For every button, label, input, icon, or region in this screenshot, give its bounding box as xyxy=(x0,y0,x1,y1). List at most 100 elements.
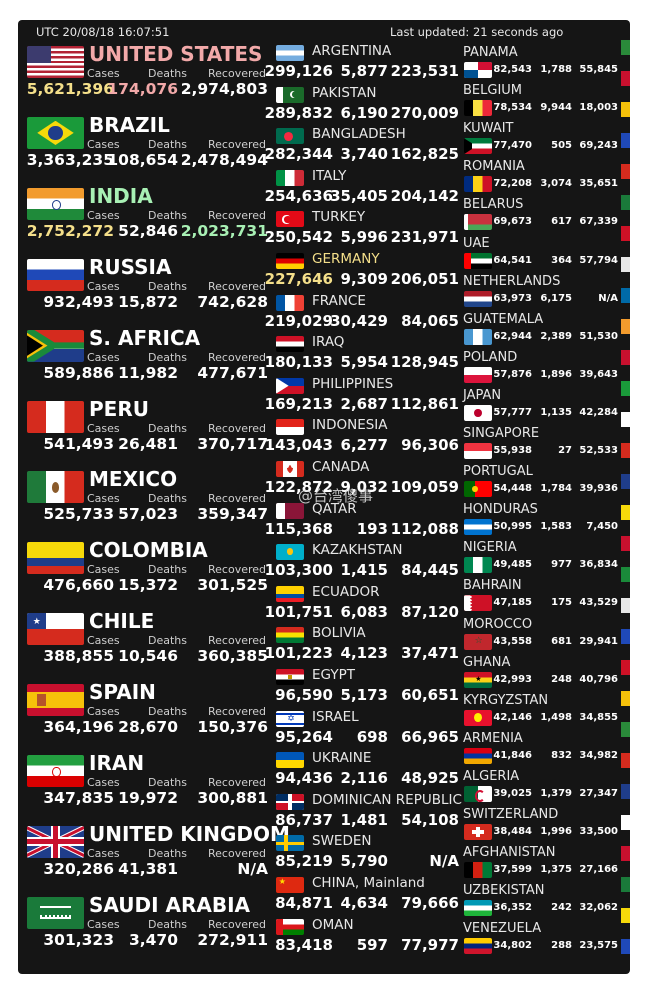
country-row: PORTUGAL 54,448 1,784 39,936 xyxy=(18,464,618,500)
flag-icon xyxy=(276,377,304,394)
country-row: BAHRAIN 47,185 175 43,529 xyxy=(18,578,618,614)
recovered-label: Recovered xyxy=(208,705,267,719)
recovered-value: 206,051 xyxy=(390,270,459,288)
deaths-value: 10,546 xyxy=(118,647,178,666)
flag-icon xyxy=(464,214,492,231)
flag-icon xyxy=(276,45,304,61)
country-row: PAKISTAN 289,832 6,190 270,009 xyxy=(18,85,459,125)
cases-value: 86,737 xyxy=(275,810,333,829)
country-name: PHILIPPINES xyxy=(312,375,394,392)
country-name: IRAQ xyxy=(312,334,345,351)
deaths-label: Deaths xyxy=(148,705,187,719)
country-name: CANADA xyxy=(312,459,370,475)
deaths-value: 832 xyxy=(551,749,572,761)
deaths-label: Deaths xyxy=(148,137,187,151)
recovered-label: Recovered xyxy=(208,492,267,506)
recovered-value: 43,529 xyxy=(579,597,618,609)
flag-icon xyxy=(464,404,492,421)
deaths-value: 1,498 xyxy=(540,711,572,723)
country-row: PERU Cases Deaths Recovered 541,493 26,481 370… xyxy=(18,397,278,467)
cases-value: 122,872 xyxy=(264,478,333,496)
flag-icon xyxy=(464,176,492,193)
country-row: PHILIPPINES 169,213 2,687 112,861 xyxy=(18,375,459,416)
recovered-label: Recovered xyxy=(208,208,267,222)
deaths-value: 30,429 xyxy=(330,311,388,330)
recovered-value: 204,142 xyxy=(390,186,459,205)
country-name: CHINA, Mainland xyxy=(312,875,425,891)
flag-icon xyxy=(621,939,630,954)
country-row: IRAN Cases Deaths Recovered 347,835 19,972 300… xyxy=(18,751,278,821)
recovered-value: 77,977 xyxy=(401,935,459,954)
flag-icon xyxy=(464,366,492,383)
flag-icon xyxy=(621,660,630,675)
cases-label: Cases xyxy=(87,634,120,648)
country-name: ALGERIA xyxy=(463,768,520,784)
flag-icon: ★ xyxy=(464,671,492,688)
country-row: S. AFRICA Cases Deaths Recovered 589,886 11,9… xyxy=(18,326,278,396)
recovered-value: 112,088 xyxy=(390,519,459,538)
flag-icon xyxy=(621,412,630,427)
cases-value: 476,660 xyxy=(43,576,114,595)
recovered-value: 96,306 xyxy=(401,436,459,455)
flag-icon xyxy=(621,226,630,241)
flag-icon xyxy=(276,835,304,852)
cases-value: 301,323 xyxy=(43,930,114,949)
flag-icon xyxy=(276,169,304,186)
deaths-value: 41,381 xyxy=(118,859,178,878)
deaths-value: 1,135 xyxy=(540,406,572,418)
flag-icon xyxy=(276,752,304,769)
recovered-value: 29,941 xyxy=(579,635,618,647)
flag-icon xyxy=(27,400,84,433)
deaths-value: 15,372 xyxy=(118,576,178,595)
cases-value: 103,300 xyxy=(264,561,333,580)
flag-icon xyxy=(276,627,304,644)
recovered-value: 39,936 xyxy=(579,483,618,495)
country-name: FRANCE xyxy=(312,292,366,309)
recovered-value: 69,243 xyxy=(579,140,618,152)
recovered-value: 2,023,731 xyxy=(180,221,268,240)
recovered-label: Recovered xyxy=(208,279,267,293)
cases-label: Cases xyxy=(87,846,120,860)
country-name: GHANA xyxy=(463,654,511,670)
flag-icon xyxy=(464,100,492,117)
flag-icon xyxy=(464,900,492,917)
country-row: UZBEKISTAN 36,352 242 32,062 xyxy=(18,883,618,919)
country-name: ECUADOR xyxy=(312,583,380,600)
deaths-label: Deaths xyxy=(148,67,187,80)
country-name: BRAZIL xyxy=(89,112,170,137)
country-row: ITALY 254,636 35,405 204,142 xyxy=(18,168,459,208)
flag-icon xyxy=(621,164,630,179)
cases-value: 63,973 xyxy=(493,292,532,304)
deaths-value: 597 xyxy=(356,935,388,954)
recovered-label: Recovered xyxy=(208,421,267,435)
country-row: UNITED STATES Cases Deaths Recovered 5,621,3… xyxy=(18,42,278,112)
country-row: ARGENTINA 299,126 5,877 223,531 xyxy=(18,43,459,83)
cases-value: 250,542 xyxy=(264,228,333,247)
recovered-value: 301,525 xyxy=(197,576,268,595)
flag-icon xyxy=(621,753,630,768)
recovered-label: Recovered xyxy=(208,846,267,860)
deaths-label: Deaths xyxy=(148,776,187,789)
country-row: NETHERLANDS 63,973 6,175 N/A xyxy=(18,274,618,310)
flag-icon xyxy=(276,336,304,353)
recovered-value: 84,445 xyxy=(401,561,459,580)
cases-value: 83,418 xyxy=(275,935,333,954)
country-name: PORTUGAL xyxy=(463,464,533,480)
flag-icon xyxy=(621,815,630,830)
recovered-value: 55,845 xyxy=(579,64,618,75)
flag-icon xyxy=(621,784,630,799)
flag-icon xyxy=(621,443,630,458)
cases-value: 42,146 xyxy=(493,711,532,723)
deaths-label: Deaths xyxy=(148,350,187,364)
deaths-value: 5,996 xyxy=(340,228,388,247)
cases-value: 320,286 xyxy=(43,859,114,878)
deaths-value: 27 xyxy=(558,445,572,456)
country-row: MEXICO Cases Deaths Recovered 525,733 57,023 3… xyxy=(18,467,278,537)
flag-icon xyxy=(464,443,492,459)
recovered-value: 270,009 xyxy=(390,103,459,122)
last-updated-status: Last updated: 21 seconds ago xyxy=(390,25,564,39)
country-name: COLOMBIA xyxy=(89,538,208,563)
flag-icon xyxy=(464,747,492,764)
recovered-value: 23,575 xyxy=(579,940,618,952)
country-name: KAZAKHSTAN xyxy=(312,542,403,559)
